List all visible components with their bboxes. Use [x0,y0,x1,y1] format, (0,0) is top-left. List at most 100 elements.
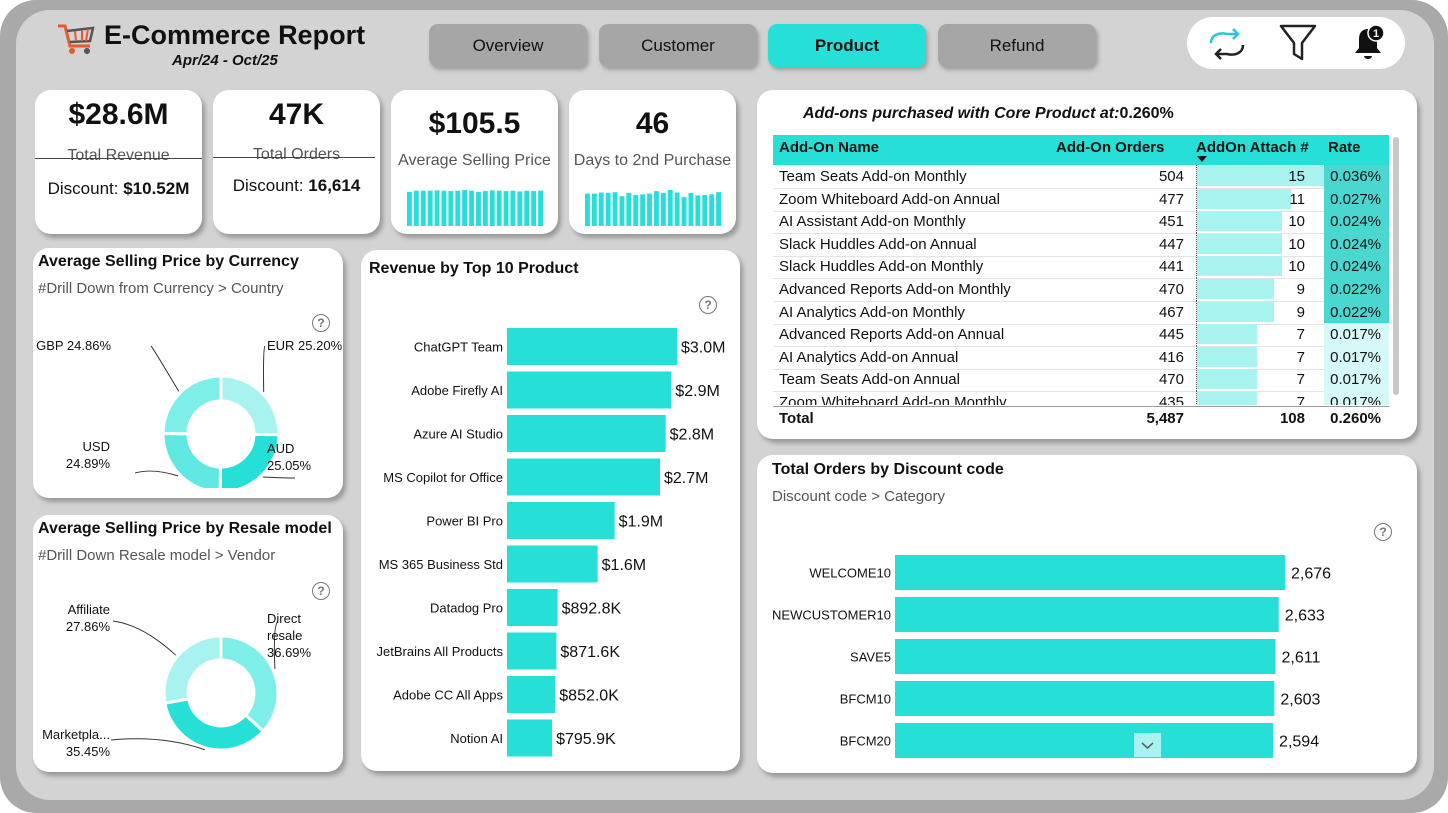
donut-slice[interactable] [163,697,266,752]
sparkline-bar [612,192,618,226]
attach-databar [1197,188,1291,209]
tab-refund[interactable]: Refund [938,24,1096,67]
product-bar[interactable] [507,328,677,365]
rate-cell-background [1324,368,1389,392]
col-addon-name[interactable]: Add-On Name [779,139,880,156]
resale-donut-card: Average Selling Price by Resale model #D… [33,515,343,772]
slice-label: Direct [267,611,301,626]
col-rate[interactable]: Rate [1328,139,1361,156]
tab-overview[interactable]: Overview [429,24,587,67]
product-bar[interactable] [507,676,556,713]
bar-value-label: 2,594 [1279,734,1319,751]
bar-value-label: $3.0M [681,340,725,357]
discount-bar-chart: WELCOME10 2,676 NEWCUSTOMER10 2,633 SAVE5 2,6… [772,555,1331,758]
help-icon[interactable]: ? [1374,523,1392,541]
addon-orders-cell: 435 [1158,394,1184,405]
discount-bar[interactable] [895,555,1285,590]
table-row[interactable]: Advanced Reports Add-on Monthly 470 9 0.022… [773,278,1389,302]
sparkline-bar [619,196,625,226]
discount-bar[interactable] [895,681,1275,716]
table-row[interactable]: Zoom Whiteboard Add-on Annual 477 11 0.027% [773,187,1389,212]
total-orders-value: 47K [268,98,325,131]
sparkline-bar [524,190,530,226]
asp-sparkline [407,190,543,226]
addon-attach-cell: 7 [1296,348,1305,366]
bar-category-label: WELCOME10 [809,566,891,581]
discount-bar[interactable] [895,639,1276,674]
help-icon[interactable]: ? [699,296,717,314]
help-icon[interactable]: ? [312,314,330,332]
currency-donut-chart: EUR 25.20% AUD 25.05% USD 24.89% GBP 24.86% [36,338,343,488]
table-scrollbar[interactable] [1393,137,1399,395]
product-bar[interactable] [507,502,615,539]
sparkline-bar [455,190,461,226]
tab-product[interactable]: Product [768,24,926,67]
leader-line [112,620,177,656]
bar-category-label: BFCM20 [840,734,891,749]
refresh-icon[interactable] [1205,27,1249,61]
bar-category-label: NEWCUSTOMER10 [772,608,891,623]
product-bar[interactable] [507,545,598,583]
sparkline-bar [647,193,652,226]
table-row[interactable]: Team Seats Add-on Monthly 504 15 0.036% [773,165,1389,189]
table-row[interactable]: Advanced Reports Add-on Annual 445 7 0.017% [773,323,1389,348]
product-bar[interactable] [507,632,557,670]
filter-icon[interactable] [1279,23,1317,63]
table-row[interactable]: AI Analytics Add-on Annual 416 7 0.017% [773,345,1389,370]
addon-orders-cell: 477 [1158,190,1184,208]
sparkline-bar [667,190,673,226]
bar-category-label: Adobe CC All Apps [393,688,503,703]
chevron-down-icon[interactable] [1134,733,1161,757]
bar-value-label: $1.9M [619,514,663,531]
donut-slice[interactable] [219,374,281,437]
table-row[interactable]: AI Assistant Add-on Monthly 451 10 0.024% [773,210,1389,235]
discount-card: Total Orders by Discount code Discount c… [757,455,1417,773]
report-title: E-Commerce Report [104,20,366,50]
sort-desc-icon[interactable] [1197,156,1207,162]
product-bar[interactable] [507,415,666,452]
col-addon-attach[interactable]: AddOn Attach # [1196,139,1309,156]
help-icon[interactable]: ? [312,582,330,600]
attach-databar [1197,256,1283,277]
product-bar[interactable] [507,589,558,626]
donut-slice[interactable] [161,431,223,488]
discount-value: $10.52M [123,179,190,198]
slice-label: resale [267,628,302,643]
addon-rate-cell: 0.022% [1330,281,1381,298]
donut-slice[interactable] [161,374,223,436]
product-bar[interactable] [507,371,672,409]
discount-bar[interactable] [895,597,1279,632]
attach-databar [1197,211,1283,232]
table-row[interactable]: AI Analytics Add-on Monthly 467 9 0.022% [773,300,1389,325]
product-bar[interactable] [507,458,660,496]
donut-slice[interactable] [218,432,281,488]
bar-value-label: 2,603 [1280,692,1320,709]
slice-label: GBP 24.86% [36,338,111,353]
sparkline-bar [407,191,412,226]
table-row[interactable]: Slack Huddles Add-on Annual 447 10 0.024% [773,232,1389,257]
column-divider [1196,345,1198,369]
discount-bar[interactable] [895,723,1274,758]
product-bar[interactable] [507,719,553,757]
addon-orders-cell: 470 [1158,281,1184,298]
asp-value: $105.5 [428,107,521,140]
leader-line [150,345,180,392]
attach-databar [1197,279,1274,299]
notification-bell-icon[interactable]: 1 [1347,23,1389,63]
discount-chart-title: Total Orders by Discount code [772,461,1004,478]
discount-label: Discount: [47,179,119,198]
table-row[interactable]: Slack Huddles Add-on Monthly 441 10 0.024% [773,255,1389,280]
addon-attach-cell: 7 [1296,326,1305,344]
donut-slice[interactable] [162,634,223,705]
sparkline-bar [660,192,666,226]
col-addon-orders[interactable]: Add-On Orders [1056,139,1165,156]
tab-customer[interactable]: Customer [599,24,757,67]
slice-label: 36.69% [267,645,312,660]
table-row[interactable]: Zoom Whiteboard Add-on Monthly 435 7 0.017% [773,391,1389,405]
sparkline-bar [476,191,481,226]
sparkline-bar [626,192,632,226]
donut-slice[interactable] [219,634,280,734]
table-row[interactable]: Team Seats Add-on Annual 470 7 0.017% [773,368,1389,393]
sparkline-bar [503,191,509,226]
addons-title-value: 0.260% [1119,105,1174,122]
